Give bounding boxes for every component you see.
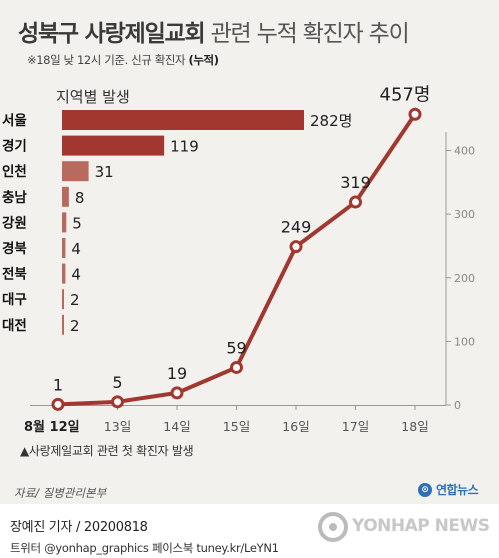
- data-point: [111, 395, 124, 409]
- yonhap-watermark: YONHAP NEWS: [352, 516, 490, 536]
- x-tick-label: 18일: [401, 419, 428, 434]
- data-label: 59: [226, 338, 246, 357]
- data-label: 457명: [380, 84, 431, 105]
- data-point: [51, 397, 65, 411]
- bar: [62, 161, 89, 182]
- y-tick-label: 0: [454, 399, 461, 412]
- bar-value-label: 8: [75, 189, 85, 207]
- bar-category-label: 대구: [2, 292, 27, 308]
- yonhap-watermark-icon: [318, 512, 348, 542]
- bar-category-label: 인천: [2, 163, 27, 180]
- data-label: 249: [281, 218, 312, 237]
- bar: [62, 263, 66, 284]
- x-tick-label: 14일: [163, 419, 190, 434]
- bar-value-label: 2: [70, 291, 80, 309]
- bar: [62, 314, 64, 335]
- bar-category-label: 경북: [2, 240, 27, 257]
- bar-category-label: 충남: [2, 189, 27, 206]
- bar: [62, 238, 66, 258]
- bar: [62, 212, 67, 233]
- logo-text: 연합뉴스: [436, 483, 479, 497]
- bar: [62, 186, 69, 207]
- data-label: 319: [340, 173, 371, 192]
- bar: [62, 289, 64, 310]
- footnote: ▲사랑제일교회 관련 첫 확진자 발생: [20, 444, 194, 458]
- bar-category-label: 강원: [2, 214, 27, 231]
- footer: 장예진 기자 / 20200818 트위터 @yonhap_graphics 페…: [0, 504, 499, 558]
- yonhap-logo: ⊙ 연합뉴스: [418, 481, 479, 498]
- data-point: [170, 386, 184, 400]
- data-label: 5: [112, 373, 122, 392]
- social-line: 트위터 @yonhap_graphics 페이스북 tuney.kr/LeYN1: [10, 541, 279, 555]
- bar-chart-title: 지역별 발생: [56, 88, 130, 106]
- x-tick-label: 13일: [104, 419, 131, 434]
- y-tick-label: 400: [454, 145, 475, 158]
- data-point: [349, 195, 362, 209]
- data-point: [289, 240, 303, 254]
- bar-value-label: 2: [70, 317, 80, 335]
- source-credit: 자료/ 질병관리본부: [14, 486, 107, 500]
- bar-value-label: 5: [72, 214, 82, 232]
- data-label: 19: [167, 364, 187, 383]
- subtitle: ※18일 낮 12시 기준. 신규 확진자 (누적): [27, 52, 219, 68]
- title-light: 관련 누적 확진자 추이: [210, 21, 410, 47]
- bar: [62, 135, 165, 156]
- x-tick-label: 17일: [342, 419, 369, 434]
- series-line: [57, 113, 417, 407]
- subtitle-text: ※18일 낮 12시 기준. 신규 확진자: [27, 53, 186, 67]
- data-point: [230, 360, 243, 374]
- y-tick-label: 100: [454, 335, 475, 348]
- bar-category-label: 경기: [2, 138, 27, 155]
- y-tick-label: 200: [454, 272, 475, 285]
- author-line: 장예진 기자 / 20200818: [10, 520, 148, 535]
- bar-category-label: 전북: [2, 266, 27, 283]
- bar-value-label: 4: [71, 240, 81, 258]
- logo-mark-icon: ⊙: [418, 482, 432, 497]
- x-tick-label: 16일: [282, 419, 309, 434]
- bar-value-label: 282명: [310, 112, 352, 130]
- y-tick-label: 300: [454, 208, 475, 221]
- bar: [62, 110, 304, 130]
- x-tick-label: 8월 12일: [24, 419, 80, 435]
- bar-value-label: 119: [170, 138, 199, 156]
- chart: 0 100 200 300 400 8월 12일 13일 14일 15일 16일 17일 18일 1 5 1…: [2, 84, 475, 435]
- page-title: 성북구 사랑제일교회 관련 누적 확진자 추이: [18, 14, 410, 48]
- data-label: 1: [53, 375, 63, 394]
- title-bold: 성북구 사랑제일교회: [18, 21, 206, 47]
- data-point: [408, 107, 422, 121]
- bar-value-label: 31: [95, 163, 114, 181]
- bar-value-label: 4: [71, 266, 81, 284]
- x-tick-label: 15일: [223, 419, 250, 434]
- bar-category-label: 서울: [2, 112, 27, 129]
- bar-category-label: 대전: [2, 317, 27, 334]
- subtitle-bold: (누적): [188, 53, 219, 67]
